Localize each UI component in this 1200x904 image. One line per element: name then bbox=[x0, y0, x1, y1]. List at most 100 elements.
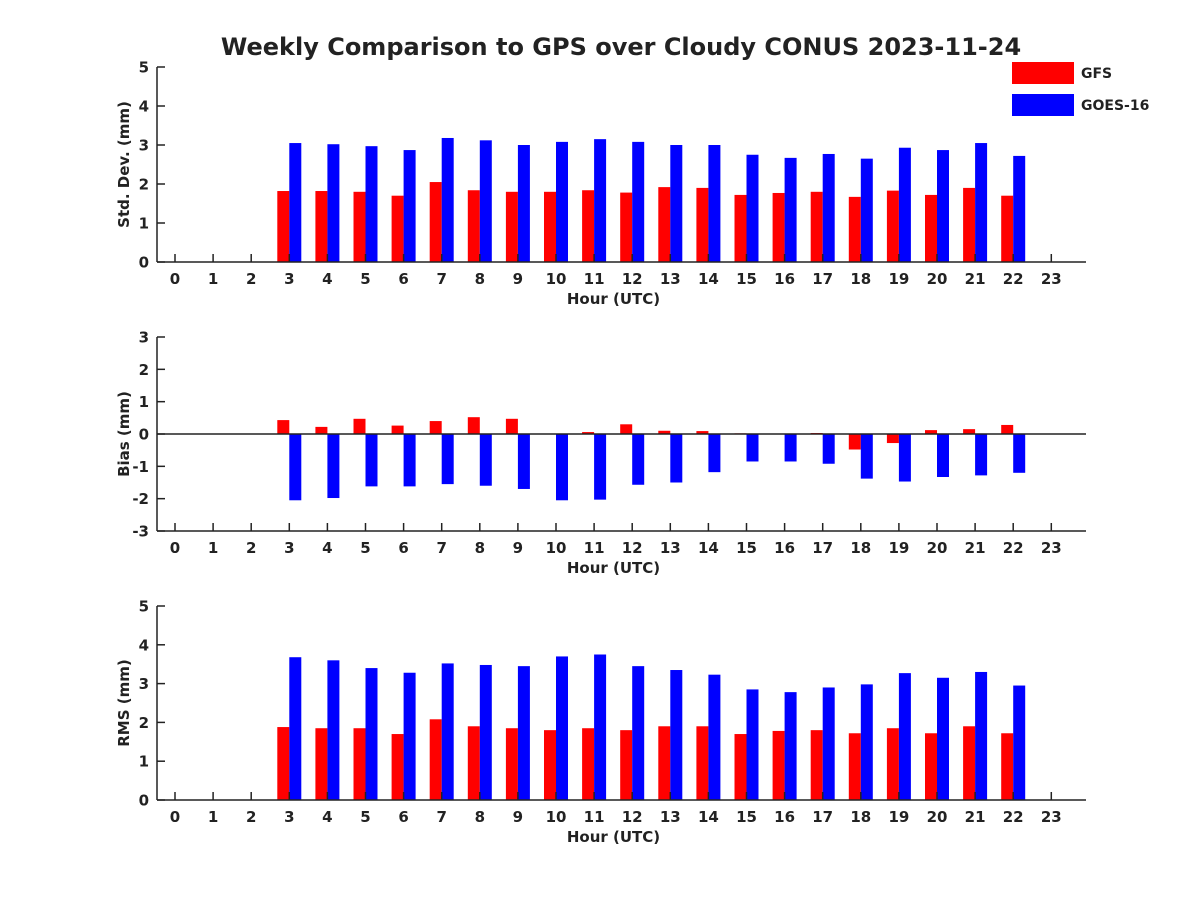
x-tick-label: 20 bbox=[927, 808, 948, 826]
bar-gfs-hour-12 bbox=[620, 192, 633, 262]
bar-gfs-hour-20 bbox=[925, 430, 937, 434]
x-tick-label: 6 bbox=[398, 808, 408, 826]
bar-gfs-hour-8 bbox=[467, 190, 480, 262]
bar-goes-16-hour-13 bbox=[670, 145, 683, 262]
x-tick-label: 1 bbox=[208, 270, 218, 288]
x-tick-label: 21 bbox=[965, 808, 986, 826]
bar-gfs-hour-13 bbox=[658, 726, 671, 800]
y-tick-label: -2 bbox=[132, 490, 149, 508]
x-tick-label: 1 bbox=[208, 539, 218, 557]
bar-goes-16-hour-10 bbox=[556, 434, 568, 501]
bar-gfs-hour-4 bbox=[315, 191, 328, 262]
bar-gfs-hour-7 bbox=[429, 182, 442, 262]
bar-goes-16-hour-8 bbox=[479, 664, 492, 800]
bar-gfs-hour-7 bbox=[429, 421, 442, 434]
bar-gfs-hour-11 bbox=[582, 432, 595, 434]
bar-gfs-hour-9 bbox=[505, 728, 518, 800]
bar-gfs-hour-16 bbox=[772, 192, 785, 262]
x-tick-label: 18 bbox=[850, 808, 871, 826]
bar-gfs-hour-15 bbox=[734, 194, 747, 262]
y-axis-label: Std. Dev. (mm) bbox=[115, 101, 133, 228]
bar-goes-16-hour-7 bbox=[441, 663, 454, 800]
bar-goes-16-hour-22 bbox=[1013, 685, 1026, 800]
bar-goes-16-hour-15 bbox=[746, 154, 759, 262]
bar-goes-16-hour-16 bbox=[784, 692, 797, 800]
x-tick-label: 4 bbox=[322, 808, 332, 826]
bar-gfs-hour-8 bbox=[467, 417, 480, 434]
x-tick-label: 9 bbox=[513, 270, 523, 288]
y-tick-label: 1 bbox=[139, 215, 149, 233]
y-tick-label: 5 bbox=[139, 598, 149, 616]
bar-gfs-hour-8 bbox=[467, 726, 480, 800]
x-tick-label: 12 bbox=[622, 270, 643, 288]
x-tick-label: 2 bbox=[246, 539, 256, 557]
bar-gfs-hour-10 bbox=[544, 191, 556, 262]
x-tick-label: 16 bbox=[774, 808, 795, 826]
bar-gfs-hour-5 bbox=[353, 728, 366, 800]
bar-gfs-hour-6 bbox=[391, 425, 404, 434]
x-tick-label: 5 bbox=[360, 270, 370, 288]
x-tick-label: 20 bbox=[927, 539, 948, 557]
bar-goes-16-hour-14 bbox=[708, 674, 721, 800]
bar-gfs-hour-12 bbox=[620, 730, 633, 800]
x-tick-label: 10 bbox=[546, 808, 567, 826]
bar-gfs-hour-3 bbox=[277, 420, 290, 434]
bar-goes-16-hour-17 bbox=[822, 687, 835, 800]
bar-goes-16-hour-9 bbox=[517, 145, 530, 262]
legend: GFS GOES-16 bbox=[1012, 62, 1149, 116]
bar-goes-16-hour-20 bbox=[937, 434, 949, 478]
x-tick-label: 21 bbox=[965, 539, 986, 557]
x-tick-label: 21 bbox=[965, 270, 986, 288]
bar-goes-16-hour-10 bbox=[556, 656, 568, 800]
bar-gfs-hour-19 bbox=[886, 728, 899, 800]
y-tick-label: 3 bbox=[139, 137, 149, 155]
bar-goes-16-hour-9 bbox=[517, 434, 530, 489]
bar-goes-16-hour-12 bbox=[632, 434, 645, 485]
bar-goes-16-hour-4 bbox=[327, 434, 340, 499]
bar-gfs-hour-6 bbox=[391, 195, 404, 262]
bar-goes-16-hour-10 bbox=[556, 141, 568, 262]
x-tick-label: 11 bbox=[584, 808, 605, 826]
bar-goes-16-hour-9 bbox=[517, 666, 530, 800]
bar-gfs-hour-21 bbox=[963, 429, 976, 434]
x-tick-label: 7 bbox=[436, 539, 446, 557]
bar-goes-16-hour-19 bbox=[898, 434, 911, 482]
bar-goes-16-hour-5 bbox=[365, 434, 378, 487]
bar-goes-16-hour-8 bbox=[479, 140, 492, 262]
bar-gfs-hour-13 bbox=[658, 187, 671, 262]
x-axis-label: Hour (UTC) bbox=[567, 828, 660, 846]
bar-goes-16-hour-17 bbox=[822, 434, 835, 464]
bar-goes-16-hour-15 bbox=[746, 434, 759, 462]
x-tick-label: 18 bbox=[850, 270, 871, 288]
x-tick-label: 5 bbox=[360, 539, 370, 557]
bar-goes-16-hour-7 bbox=[441, 137, 454, 262]
bar-goes-16-hour-21 bbox=[975, 434, 988, 476]
bar-gfs-hour-21 bbox=[963, 726, 976, 800]
x-tick-label: 9 bbox=[513, 808, 523, 826]
y-tick-label: 1 bbox=[139, 753, 149, 771]
x-tick-label: 12 bbox=[622, 808, 643, 826]
bar-goes-16-hour-13 bbox=[670, 434, 683, 483]
y-tick-label: 1 bbox=[139, 393, 149, 411]
x-tick-label: 4 bbox=[322, 539, 332, 557]
x-tick-label: 14 bbox=[698, 539, 719, 557]
bar-gfs-hour-9 bbox=[505, 191, 518, 262]
bar-goes-16-hour-6 bbox=[403, 672, 416, 800]
x-tick-label: 0 bbox=[170, 270, 180, 288]
bar-goes-16-hour-19 bbox=[898, 673, 911, 800]
x-tick-label: 17 bbox=[812, 539, 833, 557]
bar-gfs-hour-22 bbox=[1001, 424, 1014, 434]
x-tick-label: 19 bbox=[888, 270, 909, 288]
bar-gfs-hour-11 bbox=[582, 190, 595, 262]
y-tick-label: 2 bbox=[139, 176, 149, 194]
y-tick-label: 0 bbox=[139, 792, 149, 810]
y-tick-label: 2 bbox=[139, 361, 149, 379]
bar-gfs-hour-17 bbox=[810, 191, 823, 262]
bar-goes-16-hour-6 bbox=[403, 434, 416, 487]
x-tick-label: 22 bbox=[1003, 808, 1024, 826]
bar-goes-16-hour-3 bbox=[289, 434, 302, 501]
x-tick-label: 10 bbox=[546, 270, 567, 288]
x-tick-label: 15 bbox=[736, 808, 757, 826]
bar-goes-16-hour-5 bbox=[365, 668, 378, 800]
